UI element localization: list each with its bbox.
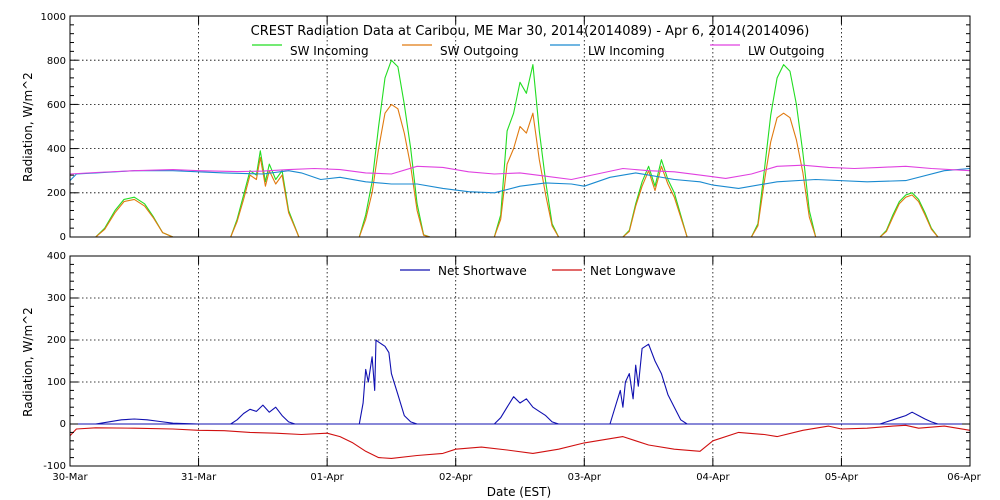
x-tick-label: 03-Apr [568, 472, 602, 483]
x-tick-label: 04-Apr [696, 472, 730, 483]
legend-label-net-shortwave: Net Shortwave [438, 264, 527, 278]
series-line-net-shortwave [70, 339, 970, 425]
bottom-y-tick-label: 300 [47, 293, 66, 304]
bottom-y-tick-label: -100 [43, 461, 66, 472]
x-tick-label: 02-Apr [439, 472, 473, 483]
series-line-net-longwave [69, 424, 971, 459]
bottom-y-tick-label: 200 [47, 335, 66, 346]
top-plot-frame [69, 15, 971, 238]
top-y-axis-title: Radiation, W/m^2 [21, 72, 35, 182]
top-y-tick-label: 600 [47, 100, 66, 111]
legend-label-lw-incoming: LW Incoming [588, 44, 665, 58]
top-y-tick-label: 1000 [41, 12, 66, 23]
x-axis-title: Date (EST) [487, 485, 551, 499]
top-y-tick-labels: 0 200 400 600 800 1000 [41, 12, 66, 243]
bottom-x-tick-labels: 30-Mar 31-Mar 01-Apr 02-Apr 03-Apr 04-Ap… [52, 472, 981, 483]
legend-label-sw-incoming: SW Incoming [290, 44, 369, 58]
bottom-data-layer [69, 339, 971, 459]
x-tick-label: 06-Apr [947, 472, 981, 483]
bottom-y-axis-title: Radiation, W/m^2 [21, 307, 35, 417]
x-tick-label: 31-Mar [181, 472, 217, 483]
bottom-y-tick-label: 400 [47, 251, 66, 262]
bottom-plot-frame [69, 255, 971, 467]
bottom-ticks [69, 255, 971, 467]
bottom-y-tick-label: 100 [47, 377, 66, 388]
top-data-layer [69, 59, 971, 238]
top-y-tick-label: 400 [47, 144, 66, 155]
x-tick-label: 30-Mar [52, 472, 88, 483]
legend-label-sw-outgoing: SW Outgoing [440, 44, 519, 58]
x-tick-label: 05-Apr [825, 472, 859, 483]
legend-label-lw-outgoing: LW Outgoing [748, 44, 825, 58]
top-ticks [69, 15, 971, 238]
chart-title: CREST Radiation Data at Caribou, ME Mar … [251, 24, 810, 39]
top-panel: 0 200 400 600 800 1000 Radiation, W/m^2 … [21, 12, 971, 243]
series-line-sw-outgoing [70, 103, 970, 238]
top-y-tick-label: 800 [47, 56, 66, 67]
top-y-tick-label: 200 [47, 188, 66, 199]
series-line-lw-outgoing [69, 164, 971, 181]
bottom-y-tick-labels: -100 0 100 200 300 400 [43, 251, 66, 472]
top-y-tick-label: 0 [60, 232, 66, 243]
top-grid [70, 16, 970, 237]
bottom-y-tick-label: 0 [60, 419, 66, 430]
series-line-lw-incoming [69, 167, 971, 194]
bottom-legend: Net Shortwave Net Longwave [400, 264, 676, 278]
legend-label-net-longwave: Net Longwave [590, 264, 676, 278]
bottom-panel: -100 0 100 200 300 400 30-Mar 31-Mar 01-… [21, 251, 982, 499]
series-line-sw-incoming [70, 59, 970, 238]
x-tick-label: 01-Apr [310, 472, 344, 483]
top-legend: SW Incoming SW Outgoing LW Incoming LW O… [252, 44, 825, 58]
